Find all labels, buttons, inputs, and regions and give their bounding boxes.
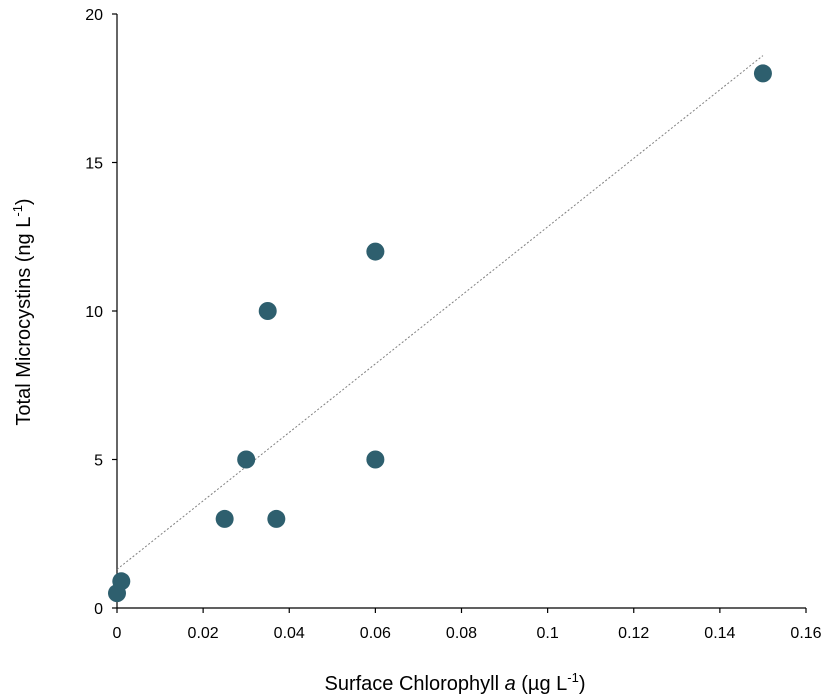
data-points — [108, 64, 772, 603]
data-point — [366, 242, 385, 261]
axes: 0 0.02 0.04 0.06 0.08 0.1 0.12 0.14 0.16 0 5 10 15 2… — [85, 7, 821, 642]
x-tick-label: 0.14 — [704, 625, 735, 642]
y-tick-label: 20 — [85, 7, 103, 24]
y-tick-label: 5 — [94, 453, 103, 470]
y-tick-label: 15 — [85, 156, 103, 173]
y-axis-title: Total Microcystins (ng L-1) — [10, 198, 35, 425]
x-tick-label: 0.16 — [790, 625, 821, 642]
x-axis-title: Surface Chlorophyll a (µg L-1) — [325, 670, 586, 695]
x-tick-label: 0.08 — [446, 625, 477, 642]
data-point — [237, 450, 256, 469]
data-point — [258, 302, 277, 320]
x-tick-label: 0.04 — [274, 625, 305, 642]
trendline — [116, 55, 764, 570]
x-tick-label: 0.12 — [618, 625, 649, 642]
data-point — [112, 572, 131, 591]
data-point — [753, 64, 772, 83]
x-tick-label: 0 — [113, 625, 122, 642]
x-tick-label: 0.06 — [360, 625, 391, 642]
y-tick-label: 0 — [94, 601, 103, 618]
data-point — [215, 509, 234, 528]
x-tick-label: 0.1 — [537, 625, 559, 642]
y-tick-label: 10 — [85, 304, 103, 321]
x-tick-label: 0.02 — [188, 625, 219, 642]
y-axis-ticks: 0 5 10 15 20 — [85, 7, 117, 618]
data-point — [267, 509, 286, 528]
data-point — [366, 450, 385, 469]
x-axis-ticks: 0 0.02 0.04 0.06 0.08 0.1 0.12 0.14 0.16 — [113, 608, 822, 642]
